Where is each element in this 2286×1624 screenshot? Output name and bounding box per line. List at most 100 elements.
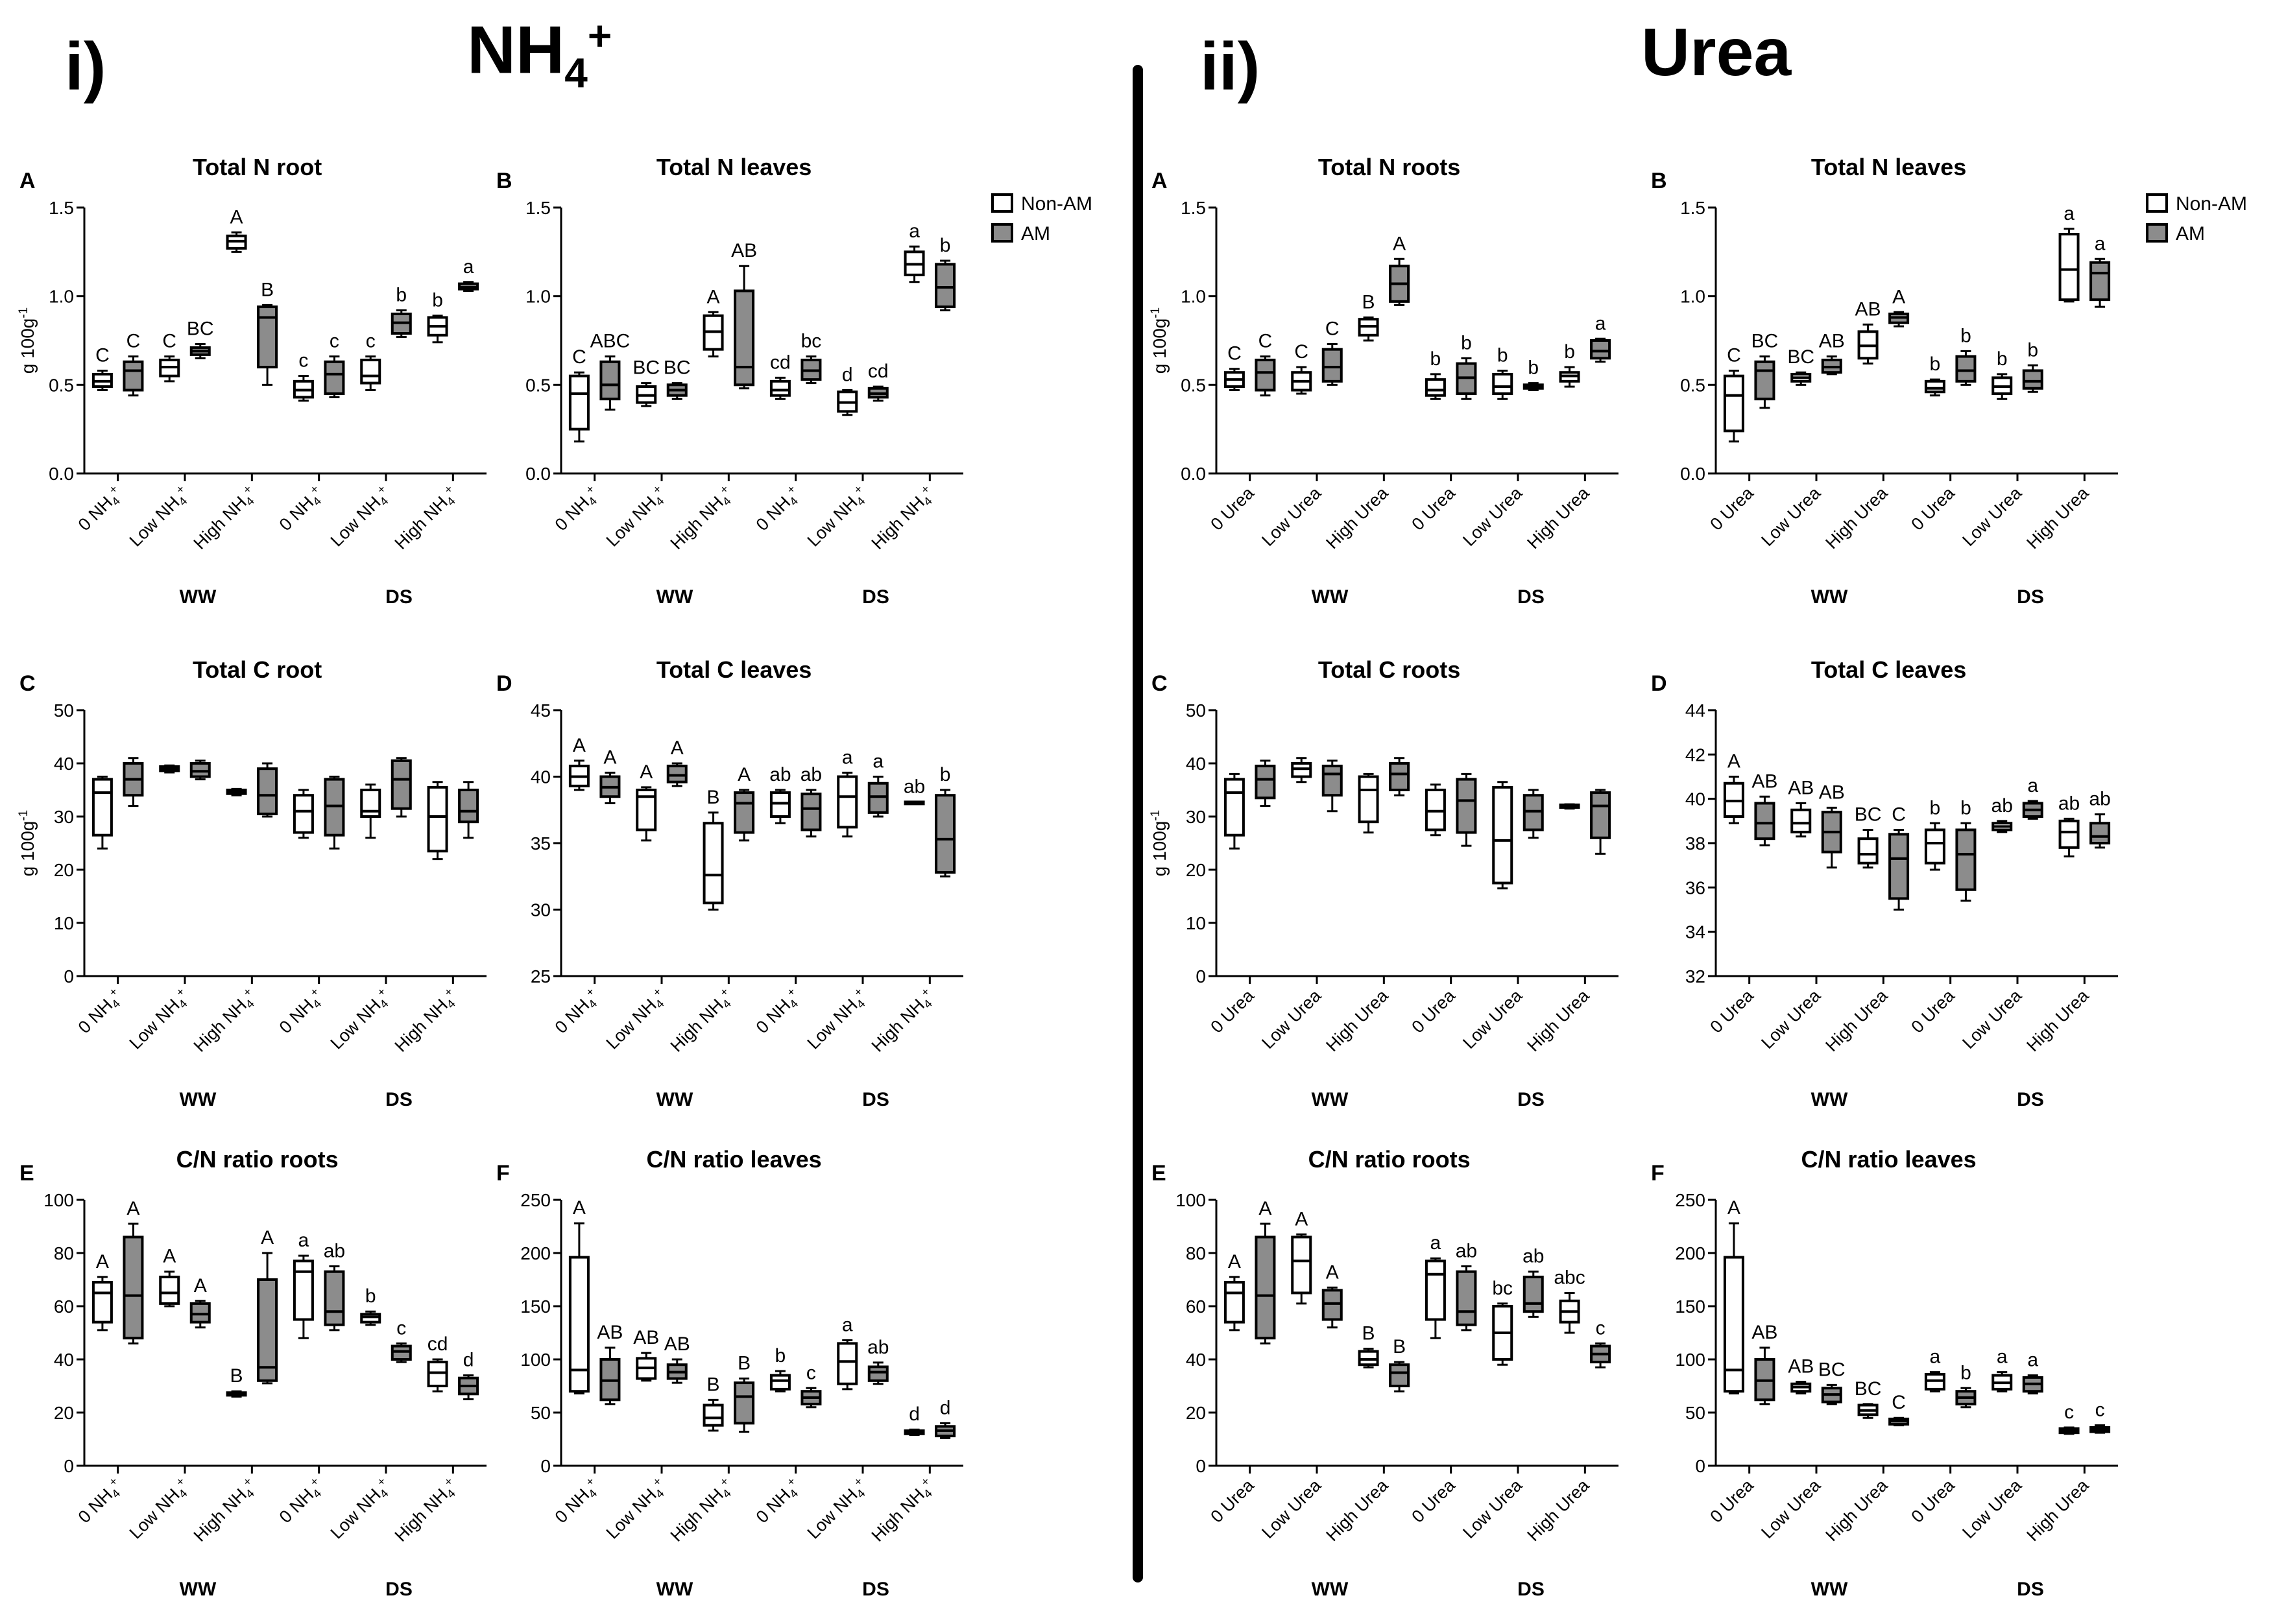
y-tick-label: 250	[520, 1190, 551, 1210]
significance-letter: C	[95, 344, 110, 366]
significance-letter: B	[707, 1374, 720, 1395]
box-am	[1522, 794, 1544, 831]
x-tick-label: High NH4+	[867, 985, 939, 1058]
box-non-am	[293, 1260, 314, 1321]
y-tick-label: 20	[54, 860, 74, 880]
significance-letter: ab	[769, 764, 791, 785]
significance-letter: b	[940, 235, 951, 256]
chart-title: C/N ratio roots	[1308, 1146, 1471, 1173]
significance-letter: C	[1258, 331, 1273, 352]
significance-letter: ab	[800, 764, 822, 785]
x-tick-label: High Urea	[2023, 1475, 2093, 1545]
group-label-ww: WW	[180, 586, 217, 608]
box-non-am	[91, 778, 113, 837]
y-tick-label: 10	[54, 913, 74, 933]
x-tick-label: 0 NH4+	[550, 1475, 604, 1529]
legend-label-am: AM	[1021, 223, 1050, 245]
box-am	[1255, 359, 1276, 392]
significance-letter: b	[1461, 332, 1472, 353]
significance-letter: b	[1960, 797, 1971, 818]
significance-letter: b	[1960, 1362, 1971, 1383]
y-tick-label: 40	[531, 767, 551, 787]
box-non-am	[427, 1361, 448, 1388]
x-tick-label: Low Urea	[1459, 985, 1526, 1053]
box-am	[1255, 1236, 1276, 1340]
y-tick-label: 45	[531, 700, 551, 721]
y-tick-label: 100	[520, 1350, 551, 1370]
box-non-am	[360, 789, 381, 818]
x-tick-label: High Urea	[2023, 483, 2093, 553]
x-tick-label: Low NH4+	[802, 985, 872, 1055]
box-am	[123, 1236, 144, 1340]
group-label-ww: WW	[1312, 1579, 1349, 1600]
box-non-am	[360, 359, 381, 385]
group-label-ds: DS	[2017, 1579, 2044, 1600]
x-tick-label: 0 Urea	[1706, 483, 1757, 534]
significance-letter: a	[1595, 313, 1606, 334]
x-tick-label: High Urea	[2023, 985, 2093, 1055]
y-tick-label: 25	[531, 966, 551, 986]
panel-letter: F	[1651, 1161, 1665, 1186]
group-label-ds: DS	[1517, 586, 1545, 608]
y-tick-label: 38	[1685, 833, 1705, 854]
significance-letter: b	[365, 1285, 376, 1307]
significance-letter: ab	[867, 1337, 889, 1358]
x-tick-label: High NH4+	[189, 1475, 261, 1547]
x-tick-label: Low NH4+	[601, 1475, 671, 1545]
significance-letter: AB	[1751, 1322, 1777, 1343]
group-label-ds: DS	[862, 586, 889, 608]
x-tick-label: 0 Urea	[1907, 985, 1958, 1036]
x-tick-label: Low NH4+	[601, 483, 671, 553]
legend-swatch-am	[991, 223, 1013, 243]
box-non-am	[703, 822, 724, 905]
significance-letter: A	[1727, 751, 1740, 772]
x-tick-label: 0 NH4+	[73, 1475, 127, 1529]
x-tick-label: 0 Urea	[1907, 1475, 1958, 1526]
significance-letter: C	[162, 331, 176, 352]
box-non-am	[293, 794, 314, 834]
x-tick-label: 0 Urea	[1408, 483, 1459, 534]
chart-title: Total N leaves	[1811, 154, 1966, 180]
significance-letter: C	[126, 331, 141, 352]
y-tick-label: 60	[54, 1296, 74, 1317]
box-am	[1321, 1289, 1343, 1321]
x-tick-label: Low Urea	[1757, 483, 1825, 550]
section-divider	[1133, 65, 1143, 1582]
significance-letter: a	[463, 256, 474, 278]
x-tick-label: 0 NH4+	[751, 1475, 805, 1529]
x-tick-label: High Urea	[1523, 1475, 1593, 1545]
box-non-am	[1425, 1260, 1446, 1321]
significance-letter: A	[1258, 1198, 1271, 1219]
significance-letter: AB	[1751, 770, 1777, 792]
group-label-ww: WW	[1811, 586, 1848, 608]
significance-letter: C	[572, 346, 586, 368]
section-title-nh4-subscript: 4	[564, 49, 588, 97]
significance-letter: b	[1564, 341, 1575, 363]
significance-letter: abc	[1554, 1267, 1585, 1289]
significance-letter: A	[96, 1251, 109, 1272]
panel-letter: F	[496, 1161, 510, 1186]
box-am	[867, 782, 889, 814]
y-tick-label: 50	[1685, 1403, 1705, 1423]
y-tick-label: 0.0	[525, 464, 551, 484]
group-label-ds: DS	[1517, 1579, 1545, 1600]
chart-title: Total C roots	[1318, 656, 1460, 683]
box-non-am	[360, 1313, 381, 1324]
x-tick-label: High NH4+	[666, 1475, 738, 1547]
y-tick-label: 1.5	[1680, 198, 1705, 218]
box-am	[1754, 802, 1775, 841]
y-tick-label: 40	[1186, 1350, 1206, 1370]
significance-letter: AB	[1819, 782, 1845, 803]
significance-letter: c	[806, 1362, 816, 1383]
significance-letter: B	[738, 1353, 751, 1374]
panel-letter: A	[19, 169, 36, 193]
chart-title: Total N root	[193, 154, 322, 180]
box-am	[2089, 261, 2111, 302]
significance-letter: A	[126, 1198, 139, 1219]
